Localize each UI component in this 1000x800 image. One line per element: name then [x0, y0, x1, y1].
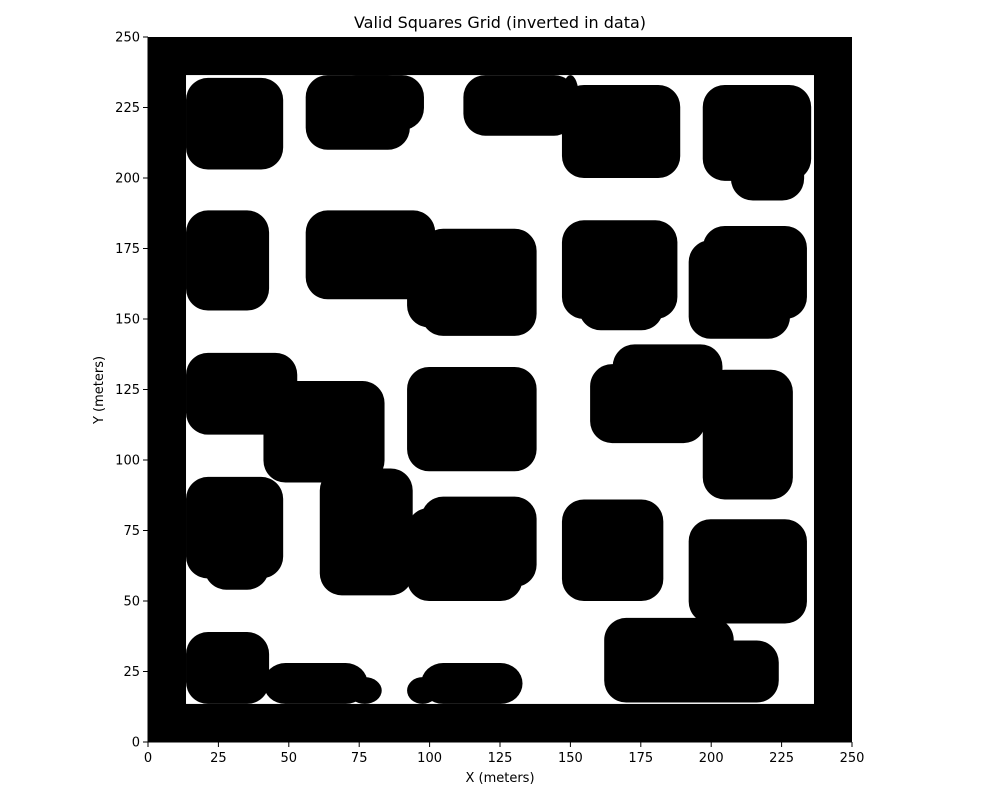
- y-tick-label: 250: [115, 31, 140, 46]
- obstacle-block: [421, 663, 523, 704]
- obstacle-block: [578, 240, 664, 331]
- obstacle-block: [730, 104, 805, 201]
- obstacle-block: [421, 392, 523, 460]
- y-tick-label: 100: [115, 454, 140, 469]
- x-tick-label: 0: [144, 751, 152, 766]
- y-tick-label: 175: [115, 242, 140, 257]
- obstacle-block: [561, 499, 664, 601]
- obstacle-block: [598, 99, 678, 167]
- x-tick-label: 50: [281, 751, 298, 766]
- obstacle-block: [660, 640, 779, 703]
- obstacle-block: [305, 210, 436, 300]
- obstacle-layer: [186, 75, 812, 704]
- x-tick-label: 200: [699, 751, 724, 766]
- x-axis: 0 25 50 75 100 125 150 175 200 225 250: [144, 741, 865, 766]
- obstacle-block: [688, 519, 807, 624]
- y-tick-label: 50: [123, 595, 140, 610]
- y-tick-label: 225: [115, 101, 140, 116]
- obstacle-block: [347, 677, 382, 704]
- obstacle-block: [421, 496, 537, 587]
- chart-title: Valid Squares Grid (inverted in data): [354, 13, 646, 32]
- obstacle-block: [319, 468, 413, 596]
- obstacle-block: [612, 344, 723, 432]
- y-tick-label: 75: [123, 524, 140, 539]
- x-tick-label: 75: [351, 751, 368, 766]
- plot-area: [148, 37, 852, 742]
- obstacle-block: [463, 75, 577, 136]
- x-tick-label: 225: [769, 751, 794, 766]
- obstacle-block: [702, 369, 793, 500]
- y-tick-label: 150: [115, 313, 140, 328]
- x-tick-label: 150: [558, 751, 583, 766]
- obstacle-block: [263, 381, 385, 483]
- y-axis: 0 25 50 75 100 125 150 175 200 225 250: [115, 31, 149, 751]
- x-tick-label: 25: [210, 751, 227, 766]
- y-tick-label: 0: [132, 736, 140, 751]
- obstacle-block: [186, 77, 284, 170]
- x-axis-label: X (meters): [465, 771, 534, 786]
- x-tick-label: 175: [628, 751, 653, 766]
- obstacle-block: [204, 488, 270, 590]
- y-axis-label: Y (meters): [92, 356, 107, 425]
- obstacle-block: [186, 210, 270, 311]
- obstacle-block: [186, 632, 270, 704]
- x-tick-label: 125: [488, 751, 513, 766]
- y-tick-label: 25: [123, 665, 140, 680]
- obstacle-block: [702, 225, 807, 319]
- x-tick-label: 100: [417, 751, 442, 766]
- obstacle-block: [407, 234, 520, 328]
- obstacle-block: [407, 677, 439, 704]
- y-tick-label: 125: [115, 383, 140, 398]
- y-tick-label: 200: [115, 172, 140, 187]
- obstacle-block: [333, 75, 424, 131]
- x-tick-label: 250: [840, 751, 865, 766]
- obstacle-block: [263, 663, 368, 704]
